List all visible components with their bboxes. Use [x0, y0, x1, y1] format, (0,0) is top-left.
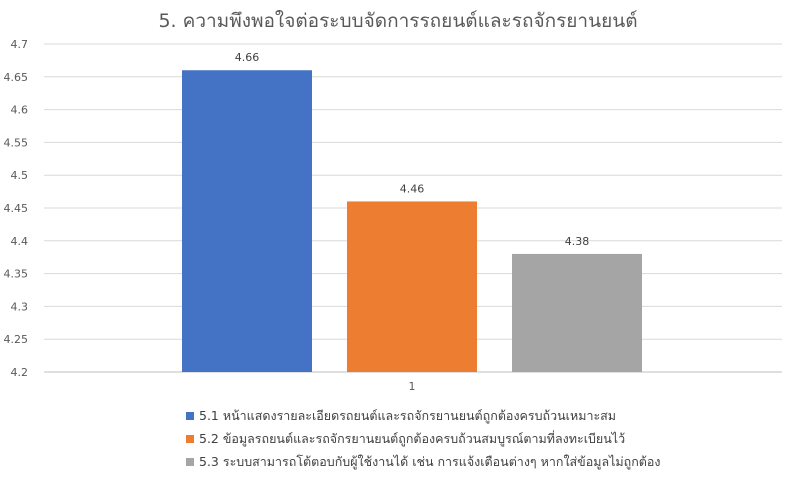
data-label: 4.66 — [235, 51, 260, 64]
legend-label: 5.3 ระบบสามารถโต้ตอบกับผู้ใช้งานได้ เช่น… — [199, 453, 661, 469]
y-tick-label: 4.45 — [4, 202, 29, 215]
bar — [512, 253, 642, 372]
legend-item: 5.3 ระบบสามารถโต้ตอบกับผู้ใช้งานได้ เช่น… — [186, 450, 661, 473]
data-label: 4.38 — [565, 235, 590, 248]
y-tick-label: 4.5 — [11, 169, 29, 182]
chart-title: 5. ความพึงพอใจต่อระบบจัดการรถยนต์และรถจั… — [158, 10, 638, 32]
legend-item: 5.2 ข้อมูลรถยนต์และรถจักรยานยนต์ถูกต้องค… — [186, 427, 661, 450]
y-tick-label: 4.65 — [4, 71, 29, 84]
legend-item: 5.1 หน้าแสดงรายละเอียดรถยนต์และรถจักรยาน… — [186, 404, 661, 427]
legend-label: 5.1 หน้าแสดงรายละเอียดรถยนต์และรถจักรยาน… — [199, 407, 617, 423]
y-tick-label: 4.7 — [11, 38, 29, 51]
data-label: 4.46 — [400, 182, 425, 195]
y-tick-label: 4.25 — [4, 333, 29, 346]
legend-label: 5.2 ข้อมูลรถยนต์และรถจักรยานยนต์ถูกต้องค… — [199, 430, 626, 446]
legend-swatch — [186, 411, 194, 420]
legend: 5.1 หน้าแสดงรายละเอียดรถยนต์และรถจักรยาน… — [186, 404, 661, 473]
legend-swatch — [186, 434, 194, 443]
y-tick-label: 4.35 — [4, 268, 29, 281]
y-tick-label: 4.3 — [11, 300, 29, 313]
y-tick-label: 4.6 — [11, 104, 29, 117]
y-tick-label: 4.4 — [11, 235, 29, 248]
x-tick-label: 1 — [409, 380, 416, 393]
legend-swatch — [186, 457, 194, 466]
bar — [182, 70, 312, 373]
y-tick-label: 4.55 — [4, 136, 29, 149]
y-tick-label: 4.2 — [11, 366, 29, 379]
bar — [347, 201, 477, 372]
